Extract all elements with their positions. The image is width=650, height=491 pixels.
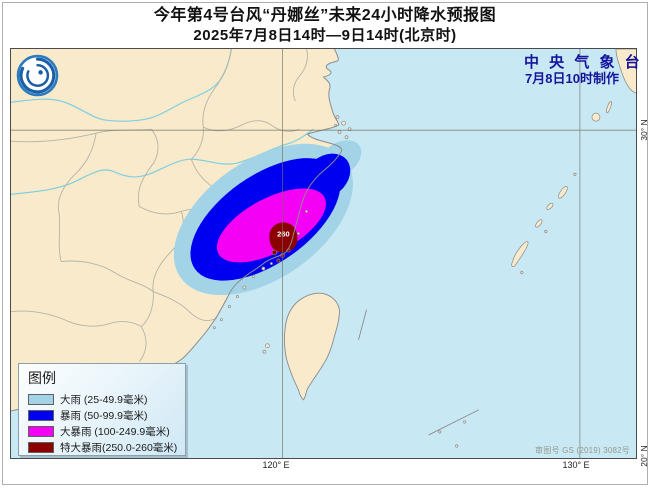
y-tick-20n: 20° N (639, 445, 649, 467)
island-arc-lines (358, 309, 479, 436)
legend-label: 暴雨 (50-99.9毫米) (60, 409, 148, 422)
rainstorm-swatch (28, 409, 54, 421)
heavy-rainstorm-swatch (28, 425, 54, 437)
x-tick-120e: 120° E (262, 460, 290, 470)
page-title: 今年第4号台风“丹娜丝”未来24小时降水预报图 2025年7月8日14时—9日1… (0, 6, 650, 45)
offshore-islands (212, 101, 612, 448)
heavy-rain-swatch (28, 393, 54, 405)
legend-label: 特大暴雨(250.0-260毫米) (60, 441, 178, 454)
map-title: 今年第4号台风“丹娜丝”未来24小时降水预报图 (153, 7, 497, 24)
legend-row-heavy-rainstorm: 大暴雨 (100-249.9毫米) (28, 423, 185, 439)
legend-row-rainstorm: 暴雨 (50-99.9毫米) (28, 407, 185, 423)
graticule (11, 49, 636, 458)
page-border (2, 2, 648, 485)
legend-label: 大暴雨 (100-249.9毫米) (60, 425, 170, 438)
agency-name: 中 央 气 象 台 (524, 54, 643, 71)
extreme-rainstorm-swatch (28, 441, 54, 453)
y-tick-30n: 30° N (639, 119, 649, 141)
agency-block: 中 央 气 象 台 7月8日10时制作 (524, 54, 643, 87)
peak-rainfall-label: 260 (277, 229, 290, 238)
legend-row-extreme-rainstorm: 特大暴雨(250.0-260毫米) (28, 439, 185, 455)
legend-title: 图例 (28, 370, 56, 386)
x-tick-130e: 130° E (562, 460, 590, 470)
map-subtitle-period: 2025年7月8日14时—9日14时(北京时) (193, 27, 457, 44)
mainland-china-landmass (11, 49, 342, 411)
taiwan-island (283, 292, 340, 401)
rain-area-heavy-storm (216, 188, 326, 263)
legend-row-heavy-rain: 大雨 (25-49.9毫米) (28, 391, 185, 407)
map-approval-number: 审图号 GS (2019) 3082号 (535, 446, 630, 455)
legend-label: 大雨 (25-49.9毫米) (60, 393, 148, 406)
legend-panel: 图例 大雨 (25-49.9毫米) 暴雨 (50-99.9毫米) 大暴雨 (10… (18, 363, 186, 456)
kyushu-landmass (615, 49, 636, 94)
issue-time: 7月8日10时制作 (525, 71, 619, 86)
cma-logo-icon (16, 54, 59, 97)
coastline (11, 49, 343, 412)
